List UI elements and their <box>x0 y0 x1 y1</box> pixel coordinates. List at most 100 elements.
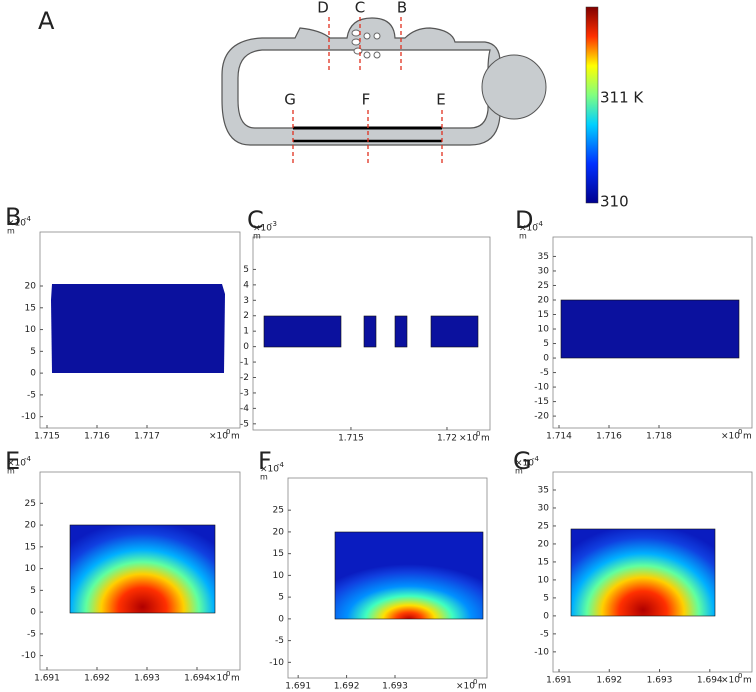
y-tick-label: 25 <box>538 281 549 291</box>
x-tick-label: 1.693 <box>134 674 160 684</box>
x-unit-name: m <box>478 682 487 692</box>
x-tick-label: 1.715 <box>34 432 60 442</box>
panel-label: F <box>258 447 272 475</box>
x-unit-exp: 0 <box>473 678 477 686</box>
x-unit: ×10 <box>721 432 740 442</box>
y-tick-label: 20 <box>25 521 37 531</box>
x-tick-label: 1.694 <box>184 674 210 684</box>
y-unit-exp: -4 <box>532 455 540 463</box>
x-tick-label: 1.691 <box>285 682 311 692</box>
overview <box>221 6 599 204</box>
y-tick-label: 10 <box>538 575 550 585</box>
y-tick-label: -5 <box>27 390 36 400</box>
domain <box>51 284 225 373</box>
y-tick-label: -5 <box>540 368 549 378</box>
channel-inner <box>237 49 491 129</box>
y-tick-label: 20 <box>538 539 550 549</box>
y-tick-label: 15 <box>25 303 36 313</box>
y-unit-exp: -4 <box>277 461 285 469</box>
panel-label: G <box>513 447 532 475</box>
y-unit-name: m <box>253 232 261 241</box>
domain <box>560 299 740 359</box>
x-tick-label: 1.694 <box>697 676 723 686</box>
y-tick-label: -1 <box>240 358 249 368</box>
y-tick-label: 0 <box>543 354 549 364</box>
x-tick-label: 1.718 <box>646 432 672 442</box>
section-lines <box>292 17 443 165</box>
x-tick-label: 1.692 <box>596 676 622 686</box>
section-label: E <box>436 91 445 109</box>
x-unit-name: m <box>231 432 240 442</box>
x-unit: ×10 <box>209 432 228 442</box>
y-tick-label: 0 <box>543 611 549 621</box>
y-tick-label: 1 <box>243 327 249 337</box>
section-label: B <box>397 0 407 17</box>
y-tick-label: -5 <box>540 629 549 639</box>
y-unit-name: m <box>7 227 15 236</box>
y-tick-label: -10 <box>534 383 549 393</box>
panel-label: A <box>38 7 55 35</box>
panel-label: C <box>247 206 264 234</box>
x-unit-exp: 0 <box>738 672 742 680</box>
y-tick-label: 5 <box>30 586 36 596</box>
y-tick-label: -20 <box>534 412 549 422</box>
y-tick-label: -10 <box>21 651 36 661</box>
x-tick-label: 1.693 <box>647 676 673 686</box>
y-tick-label: -5 <box>27 629 36 639</box>
x-unit: ×10 <box>209 674 228 684</box>
domain <box>570 528 716 617</box>
colorbar-label: 311 K <box>600 89 644 107</box>
y-tick-label: 20 <box>273 527 285 537</box>
y-unit-exp: -4 <box>536 220 544 228</box>
y-unit: ×10 <box>7 459 26 469</box>
y-tick-label: 10 <box>538 325 550 335</box>
y-tick-label: 25 <box>25 499 36 509</box>
y-tick-label: 0 <box>30 369 36 379</box>
y-tick-label: -5 <box>240 419 249 429</box>
y-unit: ×10 <box>519 224 538 234</box>
x-unit-exp: 0 <box>226 670 230 678</box>
y-tick-label: -15 <box>534 397 549 407</box>
x-tick-label: 1.716 <box>596 432 622 442</box>
x-unit-name: m <box>743 432 752 442</box>
colorbar-label: 310 <box>600 193 629 211</box>
x-tick-label: 1.72 <box>437 434 457 444</box>
x-tick-label: 1.716 <box>84 432 110 442</box>
y-tick-label: 5 <box>543 339 549 349</box>
x-unit-name: m <box>743 676 752 686</box>
y-unit-exp: -4 <box>24 215 32 223</box>
y-tick-label: 2 <box>243 311 249 321</box>
y-tick-label: -10 <box>269 658 284 668</box>
y-unit: ×10 <box>260 465 279 475</box>
section-label: G <box>284 91 296 109</box>
domain <box>394 315 408 348</box>
y-tick-label: 30 <box>538 266 550 276</box>
x-tick-label: 1.691 <box>34 674 60 684</box>
y-tick-label: 5 <box>543 593 549 603</box>
x-tick-label: 1.714 <box>546 432 572 442</box>
y-unit-exp: -3 <box>270 220 277 228</box>
y-tick-label: 10 <box>25 564 37 574</box>
y-unit-name: m <box>7 467 15 476</box>
y-tick-label: 15 <box>25 542 36 552</box>
y-unit: ×10 <box>515 459 534 469</box>
panel: G 35 30 25 20 15 10 5 0 -5 -10 1.691 1.692 1.693 1.694… <box>513 447 753 686</box>
y-tick-label: -4 <box>240 404 249 414</box>
y-tick-label: 3 <box>243 296 249 306</box>
y-tick-label: 0 <box>30 608 36 618</box>
y-tick-label: 10 <box>273 571 285 581</box>
panel-label: D <box>515 206 533 234</box>
y-tick-label: 25 <box>273 506 284 516</box>
y-tick-label: -5 <box>275 636 284 646</box>
section-label: F <box>362 91 371 109</box>
x-unit-exp: 0 <box>226 428 230 436</box>
y-tick-label: 5 <box>243 265 249 275</box>
y-tick-label: -10 <box>21 412 36 422</box>
y-tick-label: 10 <box>25 325 37 335</box>
reservoir <box>481 54 547 120</box>
domain <box>334 531 484 620</box>
